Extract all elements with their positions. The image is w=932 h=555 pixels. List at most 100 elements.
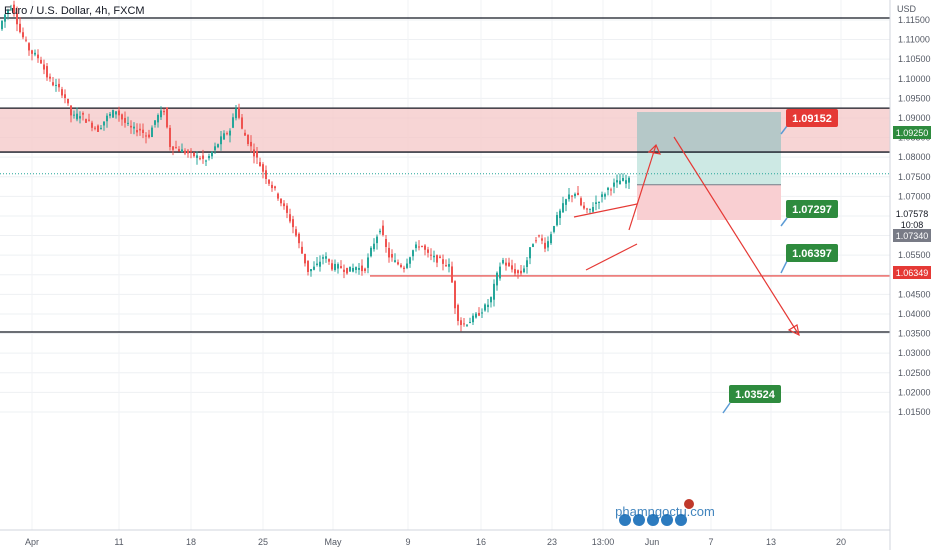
candle-body <box>613 182 615 187</box>
candle-body <box>205 160 207 162</box>
watermark: phamngoctu.com <box>615 499 715 526</box>
candle-body <box>235 108 237 119</box>
candle-body <box>307 260 309 272</box>
candle-body <box>85 119 87 123</box>
price-tick-label: 1.07000 <box>898 191 931 201</box>
candle-body <box>385 238 387 248</box>
candle-body <box>475 313 477 318</box>
candle-body <box>253 149 255 157</box>
candle-body <box>598 202 600 204</box>
horizontal-levels[interactable] <box>0 17 890 333</box>
candle-body <box>421 245 423 247</box>
projection-arrows[interactable] <box>628 136 800 337</box>
candle-body <box>505 262 507 266</box>
candle-body <box>202 155 204 159</box>
time-tick-label: May <box>324 537 342 547</box>
candle-body <box>520 270 522 274</box>
candle-body <box>352 267 354 272</box>
price-tick-label: 1.03000 <box>898 348 931 358</box>
candle-body <box>196 155 198 158</box>
candle-body <box>73 114 75 116</box>
candle-body <box>130 125 132 128</box>
time-tick-label: 11 <box>114 537 123 547</box>
candle-body <box>370 247 372 257</box>
candle-body <box>10 8 12 10</box>
candle-body <box>61 89 63 96</box>
candle-body <box>310 269 312 272</box>
candle-body <box>124 117 126 123</box>
candle-body <box>343 269 345 272</box>
candle-body <box>568 194 570 200</box>
callout-support-box <box>729 385 781 403</box>
candle-body <box>511 265 513 270</box>
candle-body <box>91 122 93 128</box>
candle-body <box>313 266 315 270</box>
profit-target-box[interactable] <box>637 112 781 185</box>
candle-body <box>28 43 30 51</box>
candle-body <box>334 263 336 271</box>
wedge-upper-line[interactable] <box>573 203 638 218</box>
candle-body <box>172 146 174 150</box>
candle-body <box>403 267 405 270</box>
candle-body <box>373 243 375 250</box>
candle-body <box>565 199 567 205</box>
candle-body <box>580 198 582 206</box>
candle-body <box>190 150 192 152</box>
candle-body <box>526 260 528 267</box>
badge-countdown-text: 10:08 <box>901 220 924 230</box>
candle-body <box>622 177 624 181</box>
candle-body <box>13 4 15 14</box>
candle-body <box>43 64 45 70</box>
candle-body <box>400 264 402 268</box>
candle-body <box>259 162 261 167</box>
wedge-lower-line[interactable] <box>585 243 638 271</box>
price-tick-label: 1.11500 <box>898 15 930 25</box>
candle-body <box>181 149 183 153</box>
candle-body <box>610 189 612 191</box>
candle-body <box>538 235 540 237</box>
candle-body <box>415 244 417 249</box>
candle-body <box>355 267 357 270</box>
candle-body <box>148 134 150 138</box>
candle-body <box>517 270 519 274</box>
candle-body <box>229 130 231 136</box>
candle-body <box>550 234 552 244</box>
badge-entry-box <box>893 229 931 242</box>
candle-body <box>37 54 39 59</box>
candle-body <box>628 177 630 183</box>
candle-body <box>64 94 66 99</box>
time-axis-ticks[interactable]: Apr 11 18 25 May 9 16 23 13:00 Jun 7 13 20 <box>25 537 846 547</box>
candle-body <box>25 39 27 41</box>
candle-body <box>433 255 435 258</box>
candle-body <box>325 256 327 259</box>
candles <box>1 0 630 332</box>
callout-entry[interactable]: 1.07297 <box>780 200 838 227</box>
badge-stop-text: 1.06349 <box>896 268 929 278</box>
candle-body <box>586 208 588 210</box>
badge-stop: 1.06349 <box>893 266 931 279</box>
candle-body <box>250 141 252 147</box>
candle-body <box>316 263 318 265</box>
callout-support[interactable]: 1.03524 <box>722 385 781 414</box>
candle-body <box>55 84 57 86</box>
candle-body <box>79 116 81 119</box>
candle-body <box>481 312 483 314</box>
candle-body <box>583 205 585 209</box>
callout-target[interactable]: 1.09152 <box>780 109 838 135</box>
badge-entry-text: 1.07340 <box>896 231 929 241</box>
candle-body <box>226 133 228 135</box>
candle-body <box>487 304 489 308</box>
callout-target-label: 1.09152 <box>792 113 832 125</box>
candle-body <box>166 107 168 128</box>
candle-body <box>478 312 480 316</box>
candle-body <box>244 132 246 136</box>
candle-body <box>103 121 105 126</box>
down-arrow-head <box>787 324 800 337</box>
stop-loss-box[interactable] <box>637 184 781 220</box>
candle-body <box>265 170 267 179</box>
callout-stop[interactable]: 1.06397 <box>780 244 838 274</box>
candle-body <box>436 255 438 263</box>
price-tick-label: 1.10500 <box>898 54 931 64</box>
